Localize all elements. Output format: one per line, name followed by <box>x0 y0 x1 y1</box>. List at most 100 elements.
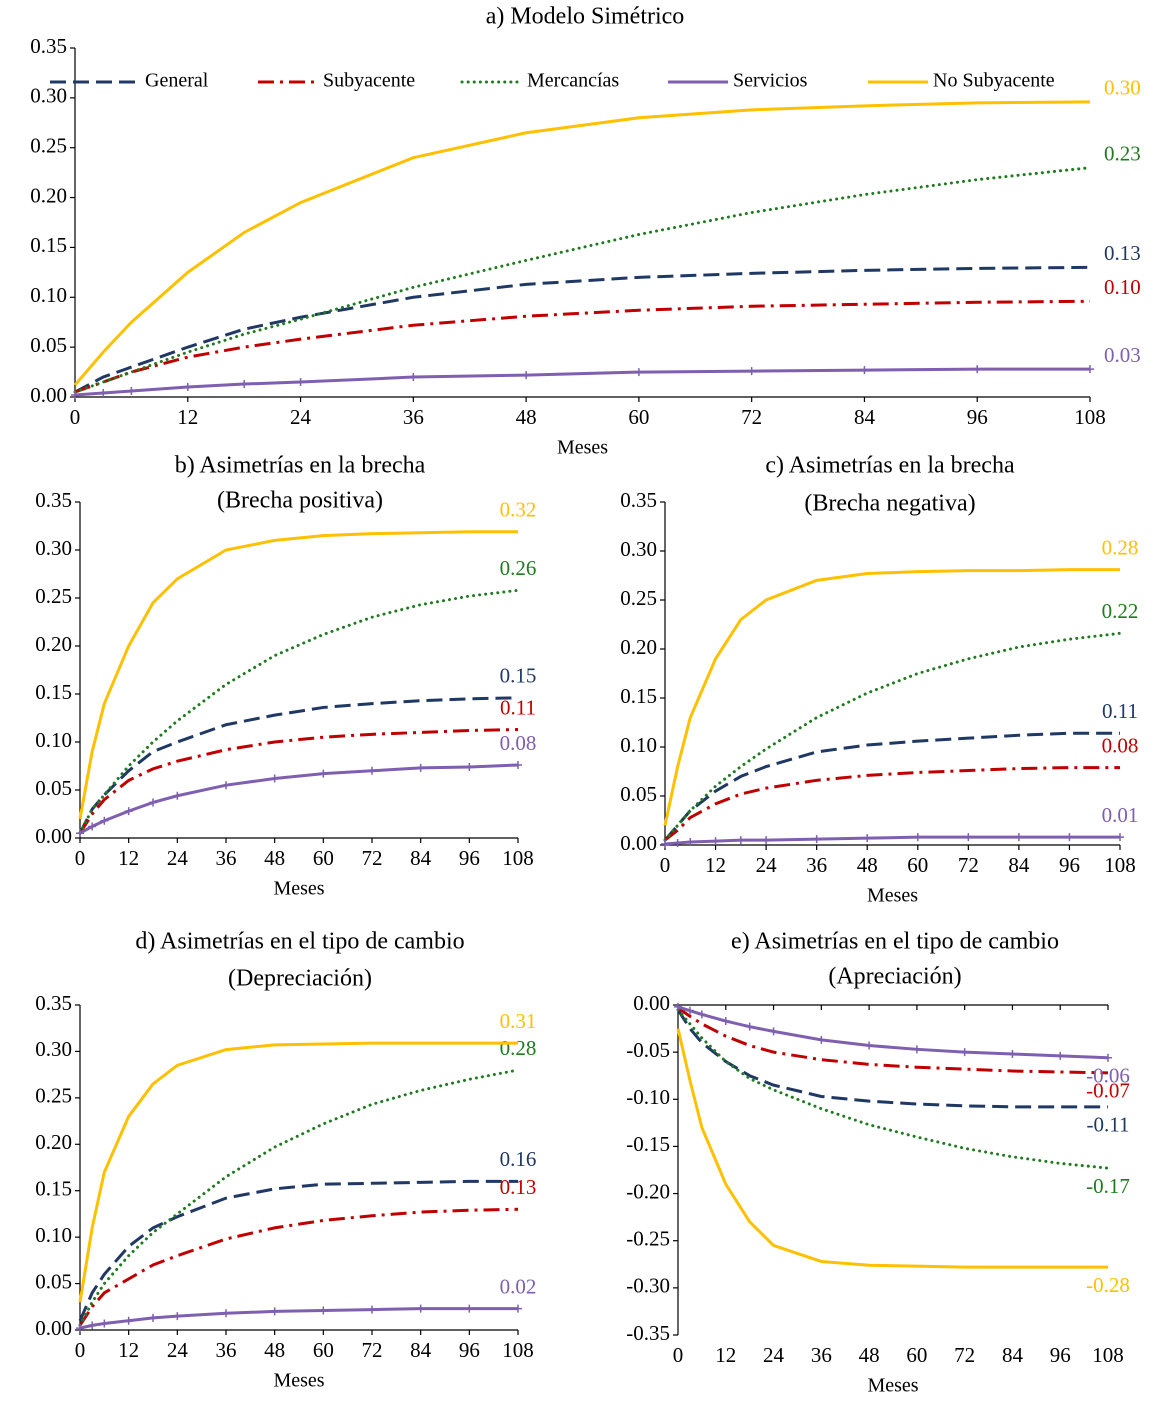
marker <box>673 839 682 848</box>
series-line <box>78 696 519 834</box>
marker <box>697 1010 706 1019</box>
x-tick-label: 12 <box>118 846 139 870</box>
series-line <box>78 588 520 835</box>
marker <box>149 798 157 807</box>
y-tick-label: 0.05 <box>35 776 72 800</box>
x-tick-label: 84 <box>1002 1343 1024 1367</box>
marker <box>100 1319 109 1328</box>
y-tick-label: 0.10 <box>35 728 72 752</box>
x-axis-label: Meses <box>867 885 918 907</box>
series-line <box>663 731 1120 842</box>
value-label: 0.28 <box>500 1036 537 1060</box>
y-tick-label: 0.35 <box>30 34 67 58</box>
series-line <box>79 763 519 835</box>
value-label: 0.28 <box>1102 535 1139 559</box>
marker <box>173 1312 182 1321</box>
x-tick-label: 60 <box>628 405 649 429</box>
marker <box>912 1045 921 1054</box>
marker <box>1086 365 1094 374</box>
series-line <box>676 1008 1110 1170</box>
series-line <box>78 1041 518 1303</box>
y-tick-label: -0.25 <box>626 1227 670 1251</box>
marker <box>173 791 182 800</box>
x-tick-label: 36 <box>216 846 237 870</box>
marker <box>686 838 695 847</box>
y-tick-label: 0.00 <box>633 991 670 1015</box>
x-tick-label: 84 <box>410 1338 432 1362</box>
x-axis-label: Meses <box>867 1375 918 1397</box>
marker <box>747 367 756 376</box>
value-label: 0.26 <box>500 556 537 580</box>
x-tick-label: 108 <box>1074 405 1106 429</box>
series-line <box>677 1005 1109 1060</box>
series-line <box>663 631 1122 842</box>
y-tick-label: 0.00 <box>620 831 657 855</box>
series-line <box>78 1207 519 1327</box>
x-tick-label: 72 <box>362 1338 383 1362</box>
value-label: 0.11 <box>1102 699 1138 723</box>
x-tick-label: 24 <box>167 846 189 870</box>
y-tick-label: -0.10 <box>626 1085 670 1109</box>
marker <box>296 378 305 387</box>
y-tick-label: 0.20 <box>30 183 67 207</box>
x-tick-label: 108 <box>502 846 534 870</box>
legend-label: General <box>145 70 209 92</box>
x-tick-label: 48 <box>264 1338 285 1362</box>
chart-title: a) Modelo Simétrico <box>486 4 685 30</box>
y-tick-label: 0.20 <box>35 632 72 656</box>
marker <box>745 1022 754 1031</box>
x-tick-label: 96 <box>967 405 988 429</box>
marker <box>222 1309 230 1318</box>
value-label: 0.32 <box>500 498 537 522</box>
marker <box>124 1316 133 1325</box>
value-label: 0.23 <box>1104 141 1141 165</box>
y-tick-label: 0.10 <box>620 733 657 757</box>
marker <box>964 833 973 842</box>
y-tick-label: 0.10 <box>30 283 67 307</box>
x-tick-label: 72 <box>958 853 979 877</box>
x-tick-label: 0 <box>673 1343 684 1367</box>
marker <box>762 836 771 845</box>
x-tick-label: 48 <box>857 853 878 877</box>
marker <box>736 836 745 845</box>
marker <box>721 1017 730 1026</box>
value-label: -0.28 <box>1086 1273 1130 1297</box>
x-tick-label: 36 <box>216 1338 237 1362</box>
x-tick-label: 36 <box>806 853 827 877</box>
x-tick-label: 24 <box>167 1338 189 1362</box>
marker <box>319 1306 328 1315</box>
y-tick-label: 0.25 <box>35 584 72 608</box>
value-label: 0.16 <box>500 1147 537 1171</box>
y-tick-label: -0.20 <box>626 1179 670 1203</box>
marker <box>960 1048 969 1057</box>
x-tick-label: 24 <box>290 405 312 429</box>
y-tick-label: 0.05 <box>620 782 657 806</box>
y-tick-label: -0.30 <box>626 1274 670 1298</box>
x-tick-label: 12 <box>177 405 198 429</box>
marker <box>100 816 109 825</box>
series-line <box>79 1307 518 1330</box>
x-tick-label: 48 <box>859 1343 880 1367</box>
value-label: 0.02 <box>500 1274 537 1298</box>
series-line <box>664 835 1120 846</box>
x-axis-label: Meses <box>273 878 324 900</box>
marker <box>1014 833 1023 842</box>
marker <box>368 1305 376 1314</box>
legend-label: No Subyacente <box>933 70 1055 92</box>
marker <box>514 1304 522 1313</box>
marker <box>99 389 108 398</box>
value-label: -0.06 <box>1086 1064 1130 1088</box>
x-tick-label: 72 <box>741 405 762 429</box>
y-tick-label: -0.15 <box>626 1132 670 1156</box>
marker <box>240 380 249 389</box>
marker <box>416 1304 425 1313</box>
x-tick-label: 108 <box>1092 1343 1124 1367</box>
x-tick-label: 60 <box>313 1338 334 1362</box>
y-tick-label: 0.30 <box>35 536 72 560</box>
x-tick-label: 12 <box>705 853 726 877</box>
marker <box>1116 833 1124 842</box>
marker <box>711 837 720 846</box>
x-tick-label: 96 <box>459 1338 480 1362</box>
y-tick-label: 0.05 <box>35 1269 72 1293</box>
x-axis-label: Meses <box>273 1370 324 1392</box>
